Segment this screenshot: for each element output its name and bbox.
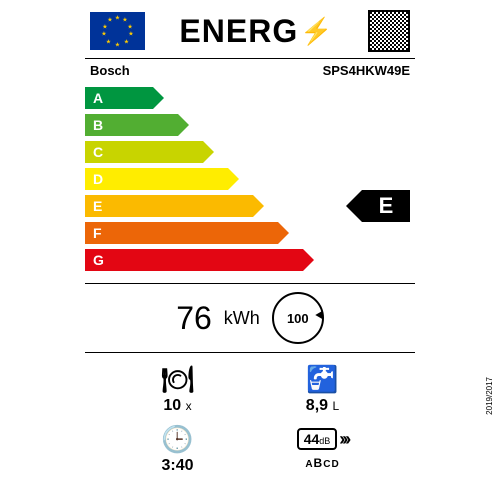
cycles-icon: 100	[272, 292, 324, 344]
noise-icon: 44dB›››	[297, 423, 349, 455]
consumption-unit: kWh	[224, 308, 260, 329]
class-row-d: D	[85, 167, 415, 191]
energy-label: ★★ ★★ ★★ ★★ ★★ ENERG⚡ Bosch SPS4HKW49E A…	[85, 0, 415, 475]
qr-code-icon	[368, 10, 410, 52]
water-spec: 🚰 8,9 L	[260, 363, 385, 415]
duration-icon: 🕒	[161, 423, 193, 455]
regulation-number: 2019/2017	[485, 377, 494, 415]
class-letter: C	[93, 144, 103, 160]
brand-name: Bosch	[90, 63, 130, 78]
capacity-icon: 🍽	[161, 363, 194, 395]
class-row-e: EE	[85, 194, 415, 218]
class-bar: F	[85, 222, 278, 244]
class-row-b: B	[85, 113, 415, 137]
energy-title: ENERG⚡	[179, 13, 333, 50]
noise-spec: 44dB››› ABCD	[260, 423, 385, 475]
water-icon: 🚰	[306, 363, 338, 395]
class-row-g: G	[85, 248, 415, 272]
class-letter: D	[93, 171, 103, 187]
consumption-value: 76	[176, 300, 212, 337]
header: ★★ ★★ ★★ ★★ ★★ ENERG⚡	[85, 10, 415, 52]
class-letter: B	[93, 117, 103, 133]
class-letter: F	[93, 225, 102, 241]
capacity-spec: 🍽 10 x	[115, 363, 240, 415]
bolt-icon: ⚡	[300, 16, 333, 47]
rating-arrow: E	[362, 190, 410, 222]
class-letter: A	[93, 90, 103, 106]
class-bar: A	[85, 87, 153, 109]
class-letter: G	[93, 252, 104, 268]
duration-spec: 🕒 3:40	[115, 423, 240, 475]
divider	[85, 58, 415, 59]
class-row-a: A	[85, 86, 415, 110]
class-bar: B	[85, 114, 178, 136]
class-row-f: F	[85, 221, 415, 245]
specs-grid: 🍽 10 x 🚰 8,9 L 🕒 3:40 44dB››› ABCD	[85, 353, 415, 475]
consumption-row: 76 kWh 100	[85, 283, 415, 353]
noise-class-scale: ABCD	[305, 456, 339, 470]
class-row-c: C	[85, 140, 415, 164]
class-bar: D	[85, 168, 228, 190]
class-bar: E	[85, 195, 253, 217]
class-bar: G	[85, 249, 303, 271]
class-letter: E	[93, 198, 102, 214]
brand-row: Bosch SPS4HKW49E	[85, 63, 415, 82]
efficiency-scale: ABCDEEFG	[85, 86, 415, 281]
eu-flag-icon: ★★ ★★ ★★ ★★ ★★	[90, 12, 145, 50]
model-number: SPS4HKW49E	[323, 63, 410, 78]
class-bar: C	[85, 141, 203, 163]
